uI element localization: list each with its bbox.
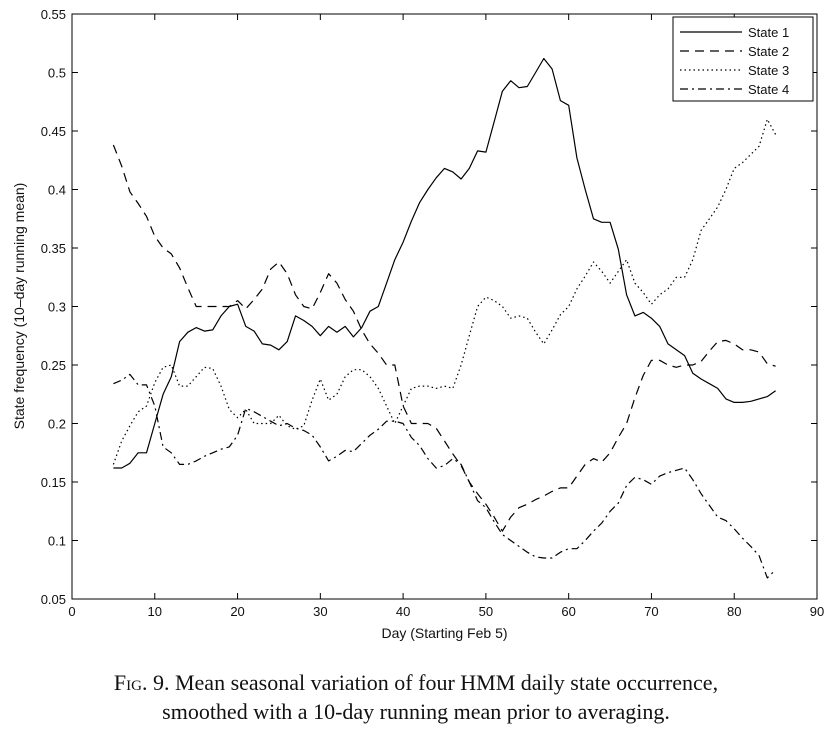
caption-text-1: Mean seasonal variation of four HMM dail… [174, 670, 719, 695]
y-tick-label: 0.05 [41, 592, 66, 607]
legend: State 1 State 2 State 3 State 4 [672, 16, 814, 102]
series-line-state-1 [113, 57, 776, 469]
x-tick-label: 50 [479, 604, 493, 619]
y-tick-label: 0.5 [48, 66, 66, 81]
figure-label: Fig. 9. [113, 670, 170, 695]
series-lines [112, 57, 777, 579]
legend-box [672, 16, 814, 102]
x-tick-label: 90 [810, 604, 824, 619]
x-tick-label: 20 [230, 604, 244, 619]
y-tick-label: 0.1 [48, 534, 66, 549]
series-line-state-3 [112, 118, 777, 465]
y-tick-label: 0.15 [41, 475, 66, 490]
chart: 0 10 20 30 40 50 60 70 80 90 0.05 0.1 0.15 0.2 0.25 0.3… [11, 7, 825, 641]
caption-line-1: Fig. 9. Mean seasonal variation of four … [0, 668, 832, 697]
y-tick-label: 0.4 [48, 183, 66, 198]
y-tick-label: 0.2 [48, 417, 66, 432]
y-axis-label: State frequency (10–day running mean) [11, 183, 27, 430]
legend-label: State 4 [748, 82, 789, 97]
y-tick-label: 0.25 [41, 358, 66, 373]
plot-area [71, 13, 818, 600]
legend-label: State 1 [748, 25, 789, 40]
x-axis-label: Day (Starting Feb 5) [381, 625, 507, 641]
y-tick-label: 0.35 [41, 241, 66, 256]
x-tick-label: 0 [68, 604, 75, 619]
series-line-state-4 [113, 373, 777, 579]
x-tick-label: 80 [727, 604, 741, 619]
series-line-state-2 [112, 144, 776, 532]
x-tick-label: 40 [396, 604, 410, 619]
legend-label: State 2 [748, 44, 789, 59]
axis-ticks: 0 10 20 30 40 50 60 70 80 90 0.05 0.1 0.15 0.2 0.25 0.3… [41, 7, 825, 619]
x-tick-label: 60 [561, 604, 575, 619]
legend-label: State 3 [748, 63, 789, 78]
caption-line-2: smoothed with a 10-day running mean prio… [162, 699, 670, 724]
x-tick-label: 10 [148, 604, 162, 619]
y-tick-label: 0.45 [41, 124, 66, 139]
y-tick-label: 0.55 [41, 7, 66, 22]
y-tick-label: 0.3 [48, 300, 66, 315]
figure-caption: Fig. 9. Mean seasonal variation of four … [0, 668, 832, 726]
x-tick-label: 30 [313, 604, 327, 619]
x-tick-label: 70 [644, 604, 658, 619]
